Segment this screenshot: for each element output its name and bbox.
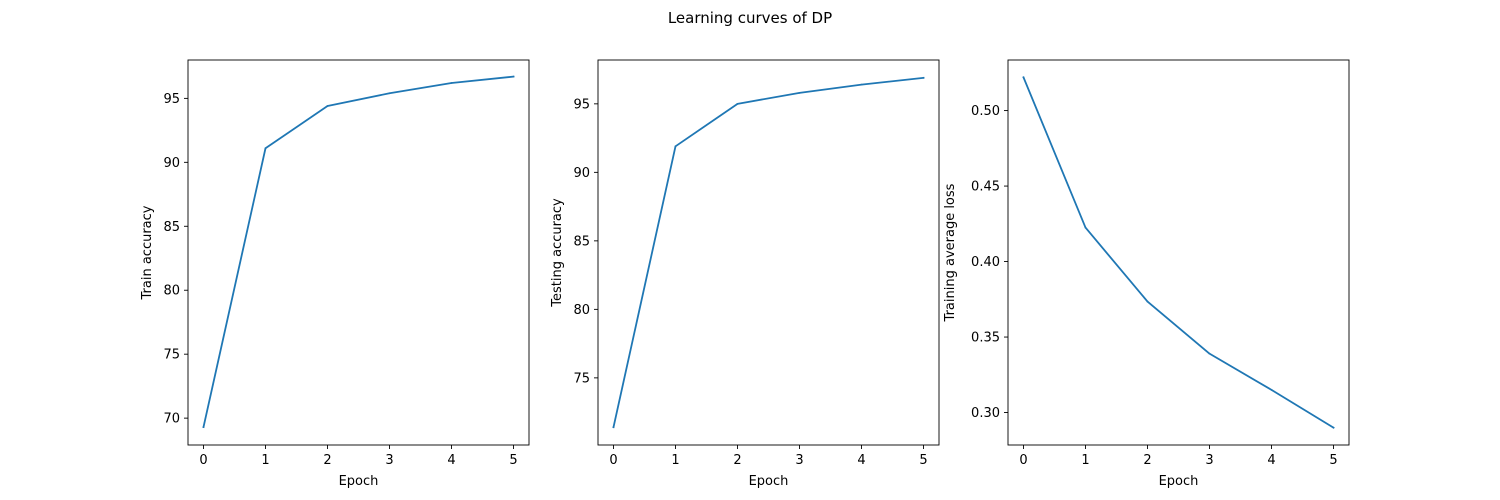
data-point: [1208, 352, 1211, 355]
series-line: [1022, 76, 1335, 429]
data-point: [674, 145, 677, 148]
data-point: [612, 426, 615, 429]
subplot-3: 0 1 2 3 4 5 0.30 0.35 0.40 0.45 0.50 Epoch Training …: [943, 59, 1350, 489]
y-tick-label: 0.35: [971, 331, 1000, 346]
x-tick-label: 2: [323, 453, 331, 468]
data-point: [450, 82, 453, 84]
y-tick-label: 0.40: [971, 255, 1000, 270]
y-tick-label: 0.30: [971, 406, 1000, 421]
x-tick-label: 3: [1205, 453, 1213, 468]
y-tick-label: 75: [163, 348, 180, 363]
data-point: [202, 426, 205, 428]
data-point: [1022, 76, 1025, 79]
axes-frame: [1007, 59, 1350, 446]
x-tick-label: 4: [447, 453, 455, 468]
y-tick-label: 0.50: [971, 104, 1000, 119]
x-axis-label: Epoch: [339, 474, 379, 489]
x-tick-label: 2: [1143, 453, 1151, 468]
data-point: [326, 105, 329, 107]
data-point: [736, 102, 739, 105]
x-tick-label: 5: [1329, 453, 1337, 468]
x-tick-label: 4: [1267, 453, 1275, 468]
data-point: [264, 147, 267, 150]
axes-container: 0 1 2 3 4 5 70 75 80 85 90 95 Epoch Train accuracy 0 1 2…: [140, 59, 1350, 489]
y-tick-label: 75: [573, 371, 590, 386]
x-tick-label: 0: [199, 453, 207, 468]
data-point: [388, 92, 391, 95]
data-point: [1332, 426, 1335, 429]
x-tick-label: 5: [509, 453, 517, 468]
x-tick-label: 5: [919, 453, 927, 468]
axes-frame: [187, 59, 530, 446]
figure-title: Learning curves of DP: [668, 9, 832, 27]
data-point: [860, 83, 863, 86]
x-tick-label: 0: [1019, 453, 1027, 468]
y-tick-label: 0.45: [971, 180, 1000, 195]
x-tick-label: 1: [671, 453, 679, 468]
x-tick-label: 1: [261, 453, 269, 468]
data-point: [1146, 300, 1149, 303]
y-axis-label: Training average loss: [943, 183, 958, 322]
data-point: [1270, 388, 1273, 391]
data-point: [1084, 226, 1087, 229]
y-tick-label: 95: [163, 92, 180, 107]
y-tick-label: 80: [573, 303, 590, 318]
y-tick-label: 90: [163, 156, 180, 171]
x-axis-label: Epoch: [1159, 474, 1199, 489]
y-tick-label: 80: [163, 284, 180, 299]
y-tick-label: 85: [573, 234, 590, 249]
data-point: [922, 76, 925, 79]
y-axis-label: Testing accuracy: [550, 198, 565, 308]
y-axis-label: Train accuracy: [140, 205, 155, 300]
series-line: [612, 76, 925, 429]
x-tick-label: 1: [1081, 453, 1089, 468]
subplot-1: 0 1 2 3 4 5 70 75 80 85 90 95 Epoch Train accuracy: [140, 59, 530, 489]
data-point: [512, 75, 515, 78]
x-tick-label: 4: [857, 453, 865, 468]
x-tick-label: 3: [385, 453, 393, 468]
series-line: [202, 75, 515, 429]
x-tick-label: 3: [795, 453, 803, 468]
x-tick-label: 2: [733, 453, 741, 468]
x-tick-label: 0: [609, 453, 617, 468]
subplot-2: 0 1 2 3 4 5 75 80 85 90 95 Epoch Testing accuracy: [550, 59, 940, 489]
x-axis-label: Epoch: [749, 474, 789, 489]
y-tick-label: 90: [573, 166, 590, 181]
data-point: [798, 91, 801, 94]
y-tick-label: 85: [163, 220, 180, 235]
y-tick-label: 70: [163, 412, 180, 427]
y-tick-label: 95: [573, 97, 590, 112]
axes-frame: [597, 59, 940, 446]
